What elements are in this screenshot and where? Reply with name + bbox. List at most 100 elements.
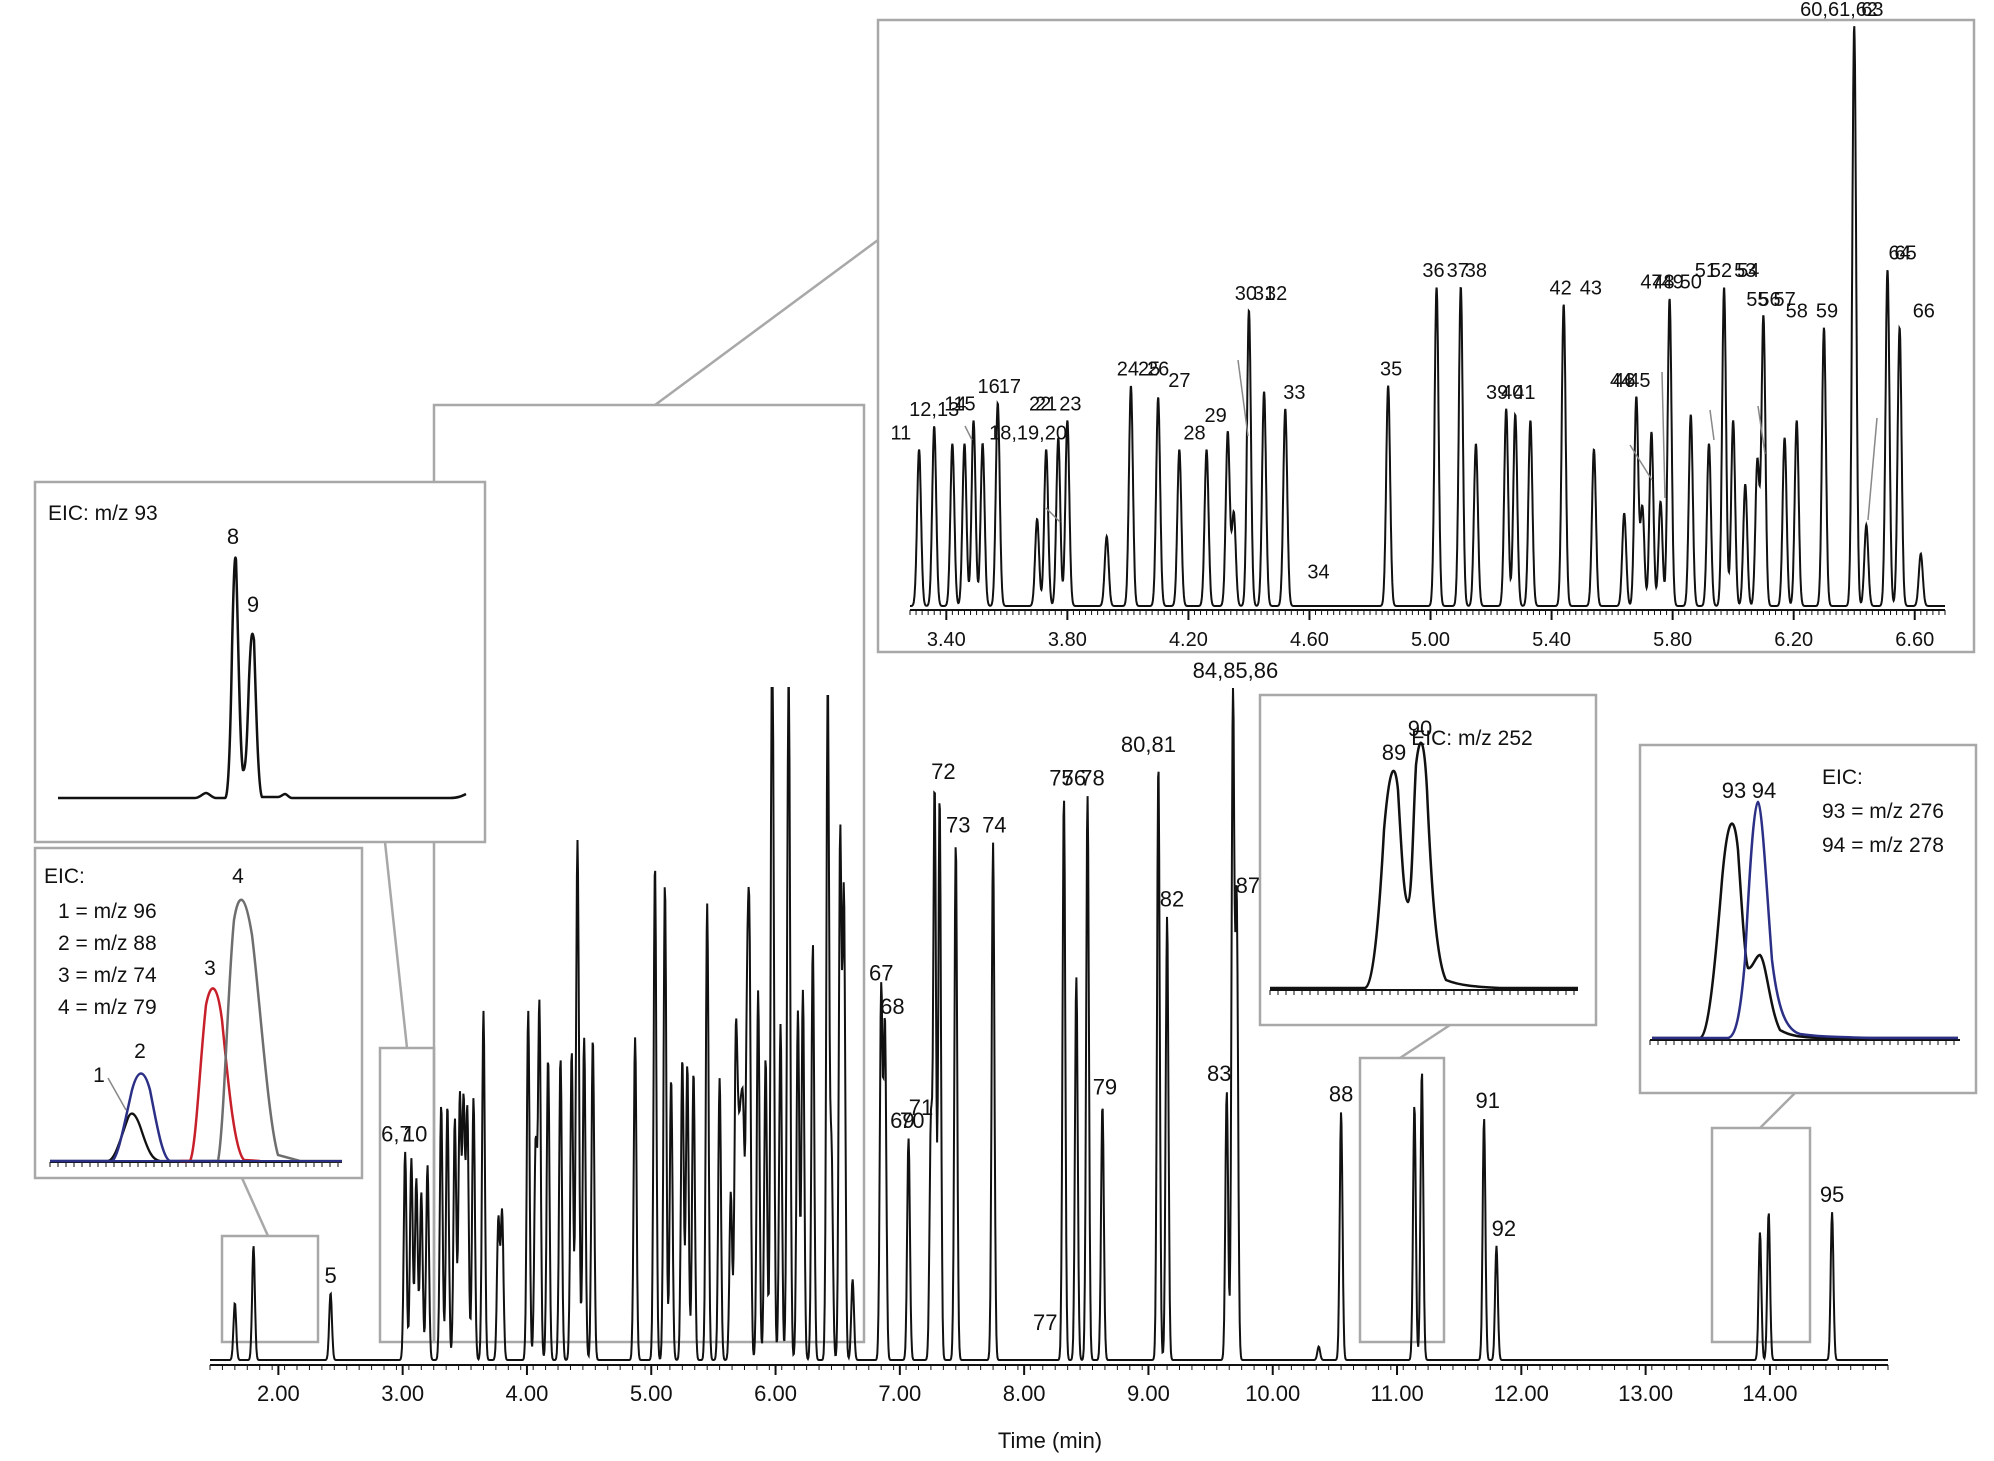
inset-eic-multi-title: EIC: <box>44 865 85 888</box>
peak-label: 60,61,62 <box>1800 0 1878 21</box>
peak-label: 69 <box>890 1108 914 1133</box>
inset-eic276-panel: EIC: 93 = m/z 276 94 = m/z 278 93 94 <box>1638 743 1978 1095</box>
inset-eic-multi-panel: EIC: 1 = m/z 96 2 = m/z 88 3 = m/z 74 4 … <box>33 846 364 1180</box>
peak-label: 84,85,86 <box>1193 658 1279 683</box>
peak-label: 16 <box>978 376 1000 398</box>
callout-line <box>1629 444 1653 481</box>
peak-label: 33 <box>1283 382 1305 404</box>
legend-entry: 94 = m/z 278 <box>1822 834 1944 857</box>
peak-label: 15 <box>953 393 975 415</box>
peak-label: 48 <box>1652 272 1674 294</box>
peak-label: 56 <box>1758 289 1780 311</box>
peak-label: 50 <box>1680 272 1702 294</box>
inset-eic93-title: EIC: m/z 93 <box>48 502 158 525</box>
trace-mz96 <box>50 1112 220 1163</box>
x-tick-label: 9.00 <box>1127 1381 1170 1406</box>
peak-label: 78 <box>1080 766 1104 791</box>
peak-label: 8 <box>227 524 239 549</box>
peak-label: 11 <box>891 422 912 444</box>
peak-label: 75 <box>1049 766 1073 791</box>
peak-label: 4 <box>232 865 244 888</box>
peak-label: 54 <box>1737 260 1759 282</box>
peak-label: 10 <box>403 1122 427 1147</box>
inset-eic-multi-frame <box>33 846 364 1180</box>
peak-label: 36 <box>1422 260 1444 282</box>
peak-label: 45 <box>1628 370 1650 392</box>
x-tick-label: 6.00 <box>754 1381 797 1406</box>
callout-line <box>1867 417 1878 521</box>
x-tick-label: 6.20 <box>1774 629 1813 651</box>
peak-label: 67 <box>869 960 893 985</box>
x-tick-label: 13.00 <box>1618 1381 1673 1406</box>
inset-eic93-panel: EIC: m/z 93 8 9 <box>33 480 487 844</box>
trace-mz88 <box>50 1072 240 1163</box>
peak-label: 34 <box>1307 562 1329 584</box>
x-tick-label: 8.00 <box>1003 1381 1046 1406</box>
main-chart: 2.00 3.00 4.00 5.00 6.00 7.00 8.00 9.00 10.00 11.… <box>209 658 1889 1453</box>
inset-eic252-panel: EIC: m/z 252 89 90 <box>1258 693 1598 1027</box>
x-tick-label: 4.00 <box>506 1381 549 1406</box>
connector-line <box>383 841 409 1049</box>
legend-entry: 93 = m/z 276 <box>1822 800 1944 823</box>
x-tick-label: 6.60 <box>1895 629 1934 651</box>
peak-label: 17 <box>999 376 1021 398</box>
connector-line <box>1759 1092 1796 1129</box>
connector-line <box>1399 1023 1451 1060</box>
legend-entry: 3 = m/z 74 <box>58 964 157 987</box>
peak-label: 70 <box>900 1108 924 1133</box>
inset-top-panel: 3.40 3.80 4.20 4.60 5.00 5.40 5.80 6.20 6.60 111… <box>876 0 1976 654</box>
peak-label: 65 <box>1895 243 1917 265</box>
peak-label: 91 <box>1476 1088 1500 1113</box>
peak-label: 1 <box>93 1064 105 1087</box>
peak-label: 77 <box>1033 1310 1057 1335</box>
peak-label: 26 <box>1147 359 1169 381</box>
peak-label: 95 <box>1820 1182 1844 1207</box>
x-tick-label: 5.00 <box>1411 629 1450 651</box>
inset-eic276-title: EIC: <box>1822 766 1863 789</box>
connector-line <box>240 1177 270 1237</box>
peak-label: 74 <box>982 813 1006 838</box>
callout-line <box>1237 359 1249 437</box>
trace-mz74 <box>180 987 261 1163</box>
peak-label: 37 <box>1447 260 1469 282</box>
peak-label: 41 <box>1513 382 1535 404</box>
x-tick-label: 5.40 <box>1532 629 1571 651</box>
x-tick-label: 10.00 <box>1245 1381 1300 1406</box>
peak-label: 42 <box>1550 277 1572 299</box>
inset-eic-multi-ticks <box>49 1162 339 1167</box>
main-x-ticks: 2.00 3.00 4.00 5.00 6.00 7.00 8.00 9.00 10.00 11.… <box>209 1365 1889 1406</box>
x-tick-label: 5.00 <box>630 1381 673 1406</box>
peak-label: 90 <box>1408 716 1432 741</box>
trace-mz278 <box>1652 800 1958 1040</box>
peak-label: 40 <box>1501 382 1523 404</box>
peak-label: 29 <box>1205 405 1227 427</box>
x-tick-label: 3.40 <box>927 629 966 651</box>
inset-eic252-frame <box>1258 693 1598 1027</box>
legend-entry: 2 = m/z 88 <box>58 932 157 955</box>
peak-label: 12,13 <box>909 399 959 421</box>
peak-label: 71 <box>909 1095 933 1120</box>
peak-label: 32 <box>1265 283 1287 305</box>
peak-label: 93 <box>1722 778 1746 803</box>
inset-top-callouts <box>964 359 1878 523</box>
peak-label: 88 <box>1329 1081 1353 1106</box>
peak-label: 64 <box>1888 243 1910 265</box>
peak-label: 30 <box>1235 283 1257 305</box>
main-trace-line <box>210 687 1888 1362</box>
peak-label: 87 <box>1236 873 1260 898</box>
callout-line <box>1045 507 1061 523</box>
x-tick-label: 7.00 <box>878 1381 921 1406</box>
callout-line <box>1661 371 1666 499</box>
inset-eic252-trace <box>1270 741 1578 990</box>
peak-label: 27 <box>1168 370 1190 392</box>
trace-mz79 <box>210 898 342 1163</box>
x-tick-label: 3.00 <box>381 1381 424 1406</box>
peak-label: 46 <box>1613 370 1635 392</box>
peak-label: 94 <box>1752 778 1776 803</box>
legend-entry: 4 = m/z 79 <box>58 996 157 1019</box>
peak-label: 35 <box>1380 359 1402 381</box>
peak-label: 80,81 <box>1121 732 1176 757</box>
peak-label: 38 <box>1465 260 1487 282</box>
